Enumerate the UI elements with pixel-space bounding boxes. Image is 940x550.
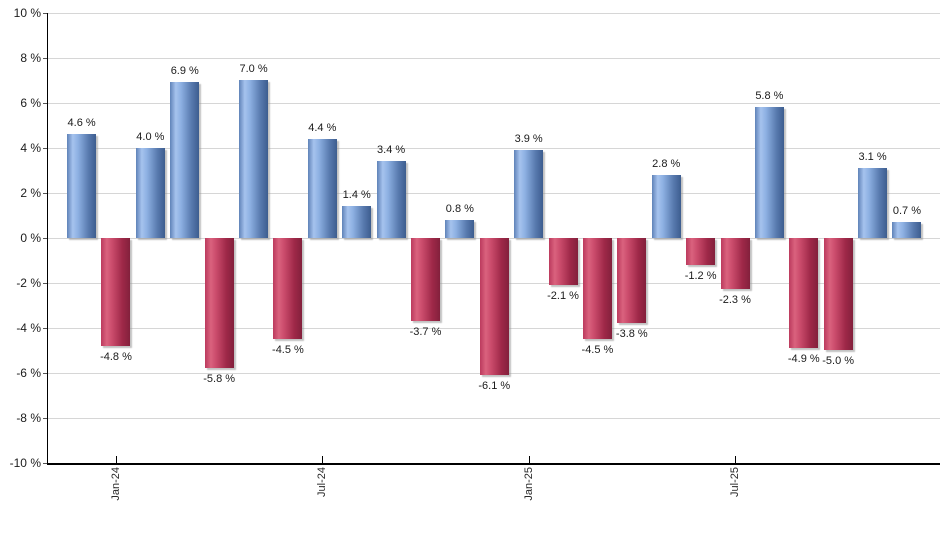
bar-negative xyxy=(273,237,303,339)
y-axis-tick-label: -10 % xyxy=(9,455,41,470)
bar-negative xyxy=(686,237,716,265)
bar-value-label: -3.7 % xyxy=(409,325,442,338)
bar-value-label: 3.4 % xyxy=(377,144,406,156)
bar-positive xyxy=(342,206,372,238)
bar-negative xyxy=(720,237,750,290)
x-axis-tick-mark xyxy=(528,455,530,463)
bar-value-label: -6.1 % xyxy=(478,379,511,392)
x-axis-tick-label: Jan-25 xyxy=(522,466,535,501)
bar-positive xyxy=(754,107,784,238)
y-axis-tick-mark xyxy=(43,102,47,104)
bar-negative xyxy=(582,237,612,339)
bar-negative xyxy=(823,237,853,350)
gridline xyxy=(47,192,940,194)
bar-negative xyxy=(101,237,131,346)
bar-value-label: 0.7 % xyxy=(892,204,922,217)
x-axis-tick-label: Jul-24 xyxy=(316,466,329,497)
y-axis-tick-label: -6 % xyxy=(16,365,41,380)
bar-value-label: 2.8 % xyxy=(652,157,681,170)
y-axis-tick-label: 6 % xyxy=(20,95,41,110)
y-axis-line xyxy=(47,12,48,465)
bar-value-label: 3.1 % xyxy=(858,150,887,163)
bar-value-label: 4.0 % xyxy=(136,130,165,143)
y-axis-tick-label: 4 % xyxy=(20,140,41,155)
bar-positive xyxy=(239,80,269,238)
bar-value-label: -2.3 % xyxy=(719,294,751,307)
y-axis-tick-mark xyxy=(43,462,47,464)
y-axis-tick-label: -4 % xyxy=(16,320,41,335)
gridline xyxy=(47,57,940,59)
x-axis-line xyxy=(47,462,940,465)
y-axis-tick-mark xyxy=(43,57,47,59)
bar-positive xyxy=(376,161,406,238)
bar-value-label: 5.8 % xyxy=(755,90,784,102)
bar-value-label: 4.6 % xyxy=(67,117,96,129)
y-axis-tick-label: 10 % xyxy=(13,5,41,20)
bar-positive xyxy=(170,82,200,238)
y-axis-tick-mark xyxy=(43,147,47,149)
bar-value-label: -4.5 % xyxy=(581,343,614,356)
bar-value-label: -5.0 % xyxy=(822,355,855,367)
bar-negative xyxy=(617,237,647,323)
bar-value-label: -4.9 % xyxy=(787,352,820,365)
bar-value-label: -2.1 % xyxy=(547,289,579,302)
bar-positive xyxy=(445,219,475,238)
bar-value-label: 3.9 % xyxy=(514,132,543,145)
y-axis-tick-mark xyxy=(43,417,47,419)
gridline xyxy=(47,12,940,14)
y-axis-tick-mark xyxy=(43,12,47,14)
bar-value-label: -1.2 % xyxy=(684,269,717,282)
bar-value-label: -4.8 % xyxy=(100,350,132,363)
gridline xyxy=(47,147,940,149)
bar-negative xyxy=(204,237,234,368)
bar-positive xyxy=(892,221,922,238)
y-axis-tick-label: 2 % xyxy=(20,185,41,200)
y-axis-tick-label: 0 % xyxy=(20,230,41,245)
bar-value-label: 0.8 % xyxy=(445,202,474,215)
y-axis-tick-label: 8 % xyxy=(20,50,41,65)
bar-negative xyxy=(411,237,440,321)
bar-value-label: -5.8 % xyxy=(203,373,236,385)
bar-positive xyxy=(514,149,544,238)
x-axis-tick-label: Jan-24 xyxy=(109,466,122,501)
x-axis-tick-mark xyxy=(735,455,736,463)
bar-positive xyxy=(67,134,97,238)
bar-positive xyxy=(135,147,165,238)
bar-negative xyxy=(479,237,509,375)
bar-positive xyxy=(651,174,681,238)
bar-value-label: -3.8 % xyxy=(615,328,648,340)
y-axis-tick-mark xyxy=(43,192,47,194)
bar-negative xyxy=(789,237,819,348)
y-axis-tick-mark xyxy=(43,327,47,329)
bar-value-label: 4.4 % xyxy=(308,121,337,134)
y-axis-tick-mark xyxy=(43,372,47,374)
bar-value-label: 7.0 % xyxy=(239,63,268,75)
bar-positive xyxy=(858,167,888,238)
y-axis-tick-label: -2 % xyxy=(16,275,41,290)
y-axis-tick-label: -8 % xyxy=(16,410,41,425)
bar-value-label: -4.5 % xyxy=(272,343,304,356)
y-axis-tick-mark xyxy=(43,237,47,239)
gridline xyxy=(47,417,940,419)
bar-value-label: 1.4 % xyxy=(342,189,371,201)
x-axis-tick-mark xyxy=(115,455,117,463)
bar-positive xyxy=(307,138,337,238)
bar-value-label: 6.9 % xyxy=(170,65,199,78)
x-axis-tick-label: Jul-25 xyxy=(729,466,741,497)
gridline xyxy=(47,102,940,104)
bar-negative xyxy=(548,237,578,285)
y-axis-tick-mark xyxy=(43,282,47,284)
x-axis-tick-mark xyxy=(322,455,324,463)
